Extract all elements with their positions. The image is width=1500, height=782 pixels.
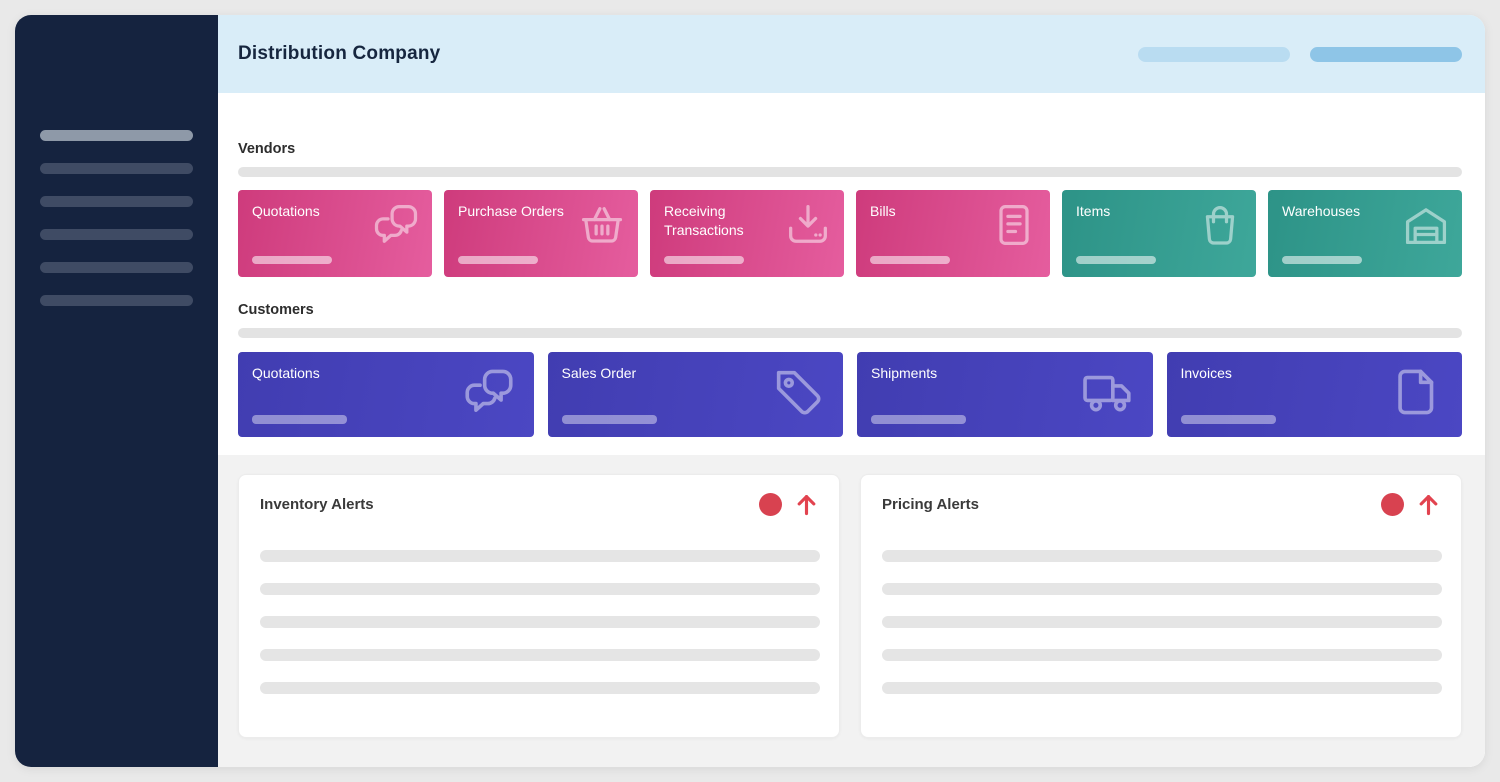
skeleton-line — [260, 682, 820, 694]
card-placeholder-bar — [1282, 256, 1362, 264]
bill-document-icon — [999, 204, 1029, 246]
pricing-alerts-card: Pricing Alerts — [860, 474, 1462, 738]
basket-icon — [581, 207, 623, 243]
sidebar-skeleton-item — [40, 130, 193, 141]
alert-skeleton-lines — [882, 550, 1442, 715]
skeleton-line — [882, 583, 1442, 595]
customers-section-label: Customers — [238, 302, 314, 318]
skeleton-line — [882, 649, 1442, 661]
customer-card-invoices[interactable]: Invoices — [1166, 352, 1462, 437]
vendor-card-quotations[interactable]: Quotations — [238, 190, 432, 277]
pricing-alerts-title: Pricing Alerts — [882, 496, 979, 513]
truck-icon — [1082, 375, 1131, 412]
chat-bubbles-icon — [464, 369, 513, 412]
vendor-card-bills[interactable]: Bills — [856, 190, 1050, 277]
skeleton-line — [882, 550, 1442, 562]
app-window: Distribution Company Vendors Quotations … — [15, 15, 1485, 767]
card-label: Receiving Transactions — [664, 203, 744, 238]
customers-card-row: Quotations Sales Order Shipments — [238, 352, 1462, 437]
card-placeholder-bar — [1076, 256, 1156, 264]
card-label: Quotations — [252, 365, 320, 381]
record-dot-icon[interactable] — [759, 493, 782, 516]
card-placeholder-bar — [458, 256, 538, 264]
skeleton-line — [260, 550, 820, 562]
sidebar-skeleton-item — [40, 163, 193, 174]
sidebar-skeleton-item — [40, 196, 193, 207]
skeleton-line — [882, 616, 1442, 628]
chat-bubbles-icon — [374, 204, 418, 243]
card-label: Quotations — [252, 203, 320, 219]
header-placeholder-pill — [1310, 47, 1462, 62]
card-placeholder-bar — [1180, 415, 1276, 424]
vendor-card-purchase-orders[interactable]: Purchase Orders — [444, 190, 638, 277]
sidebar-skeleton-item — [40, 295, 193, 306]
alert-skeleton-lines — [260, 550, 820, 715]
vendor-card-receiving-transactions[interactable]: Receiving Transactions — [650, 190, 844, 277]
arrow-up-icon[interactable] — [1415, 491, 1442, 518]
skeleton-line — [260, 616, 820, 628]
inventory-alerts-card: Inventory Alerts — [238, 474, 840, 738]
inventory-alerts-title: Inventory Alerts — [260, 496, 374, 513]
skeleton-line — [882, 682, 1442, 694]
sidebar-skeleton-item — [40, 262, 193, 273]
card-label: Warehouses — [1282, 203, 1361, 219]
arrow-up-icon[interactable] — [793, 491, 820, 518]
skeleton-line — [260, 649, 820, 661]
customers-placeholder-bar — [238, 328, 1462, 338]
record-dot-icon[interactable] — [1381, 493, 1404, 516]
card-placeholder-bar — [871, 415, 966, 424]
vendors-section-label: Vendors — [238, 141, 296, 157]
card-label: Sales Order — [561, 365, 637, 381]
vendor-card-warehouses[interactable]: Warehouses — [1268, 190, 1462, 277]
card-label: Purchase Orders — [458, 203, 564, 219]
customer-card-quotations[interactable]: Quotations — [238, 352, 534, 437]
invoice-document-icon — [1398, 369, 1434, 415]
card-label: Invoices — [1180, 365, 1232, 381]
customer-card-shipments[interactable]: Shipments — [857, 352, 1153, 437]
card-label: Items — [1076, 203, 1111, 219]
header-placeholder-pill — [1138, 47, 1290, 62]
shopping-bag-icon — [1205, 206, 1235, 245]
vendors-placeholder-bar — [238, 167, 1462, 177]
vendor-card-items[interactable]: Items — [1062, 190, 1256, 277]
header: Distribution Company — [218, 15, 1485, 93]
card-label: Bills — [870, 203, 896, 219]
card-label: Shipments — [871, 365, 938, 381]
card-placeholder-bar — [664, 256, 744, 264]
page-title: Distribution Company — [238, 43, 441, 64]
vendors-card-row: Quotations Purchase Orders Receivi — [238, 190, 1462, 277]
card-placeholder-bar — [561, 415, 657, 424]
warehouse-icon — [1405, 208, 1447, 244]
customer-card-sales-order[interactable]: Sales Order — [547, 352, 843, 437]
download-tray-icon — [789, 204, 827, 243]
price-tag-icon — [776, 370, 821, 415]
sidebar — [15, 15, 218, 767]
skeleton-line — [260, 583, 820, 595]
card-placeholder-bar — [870, 256, 950, 264]
main-content: Vendors Quotations Purchase Orders — [218, 93, 1485, 767]
card-placeholder-bar — [252, 256, 332, 264]
sidebar-skeleton-item — [40, 229, 193, 240]
alerts-area: Inventory Alerts — [218, 455, 1485, 767]
card-placeholder-bar — [252, 415, 347, 424]
